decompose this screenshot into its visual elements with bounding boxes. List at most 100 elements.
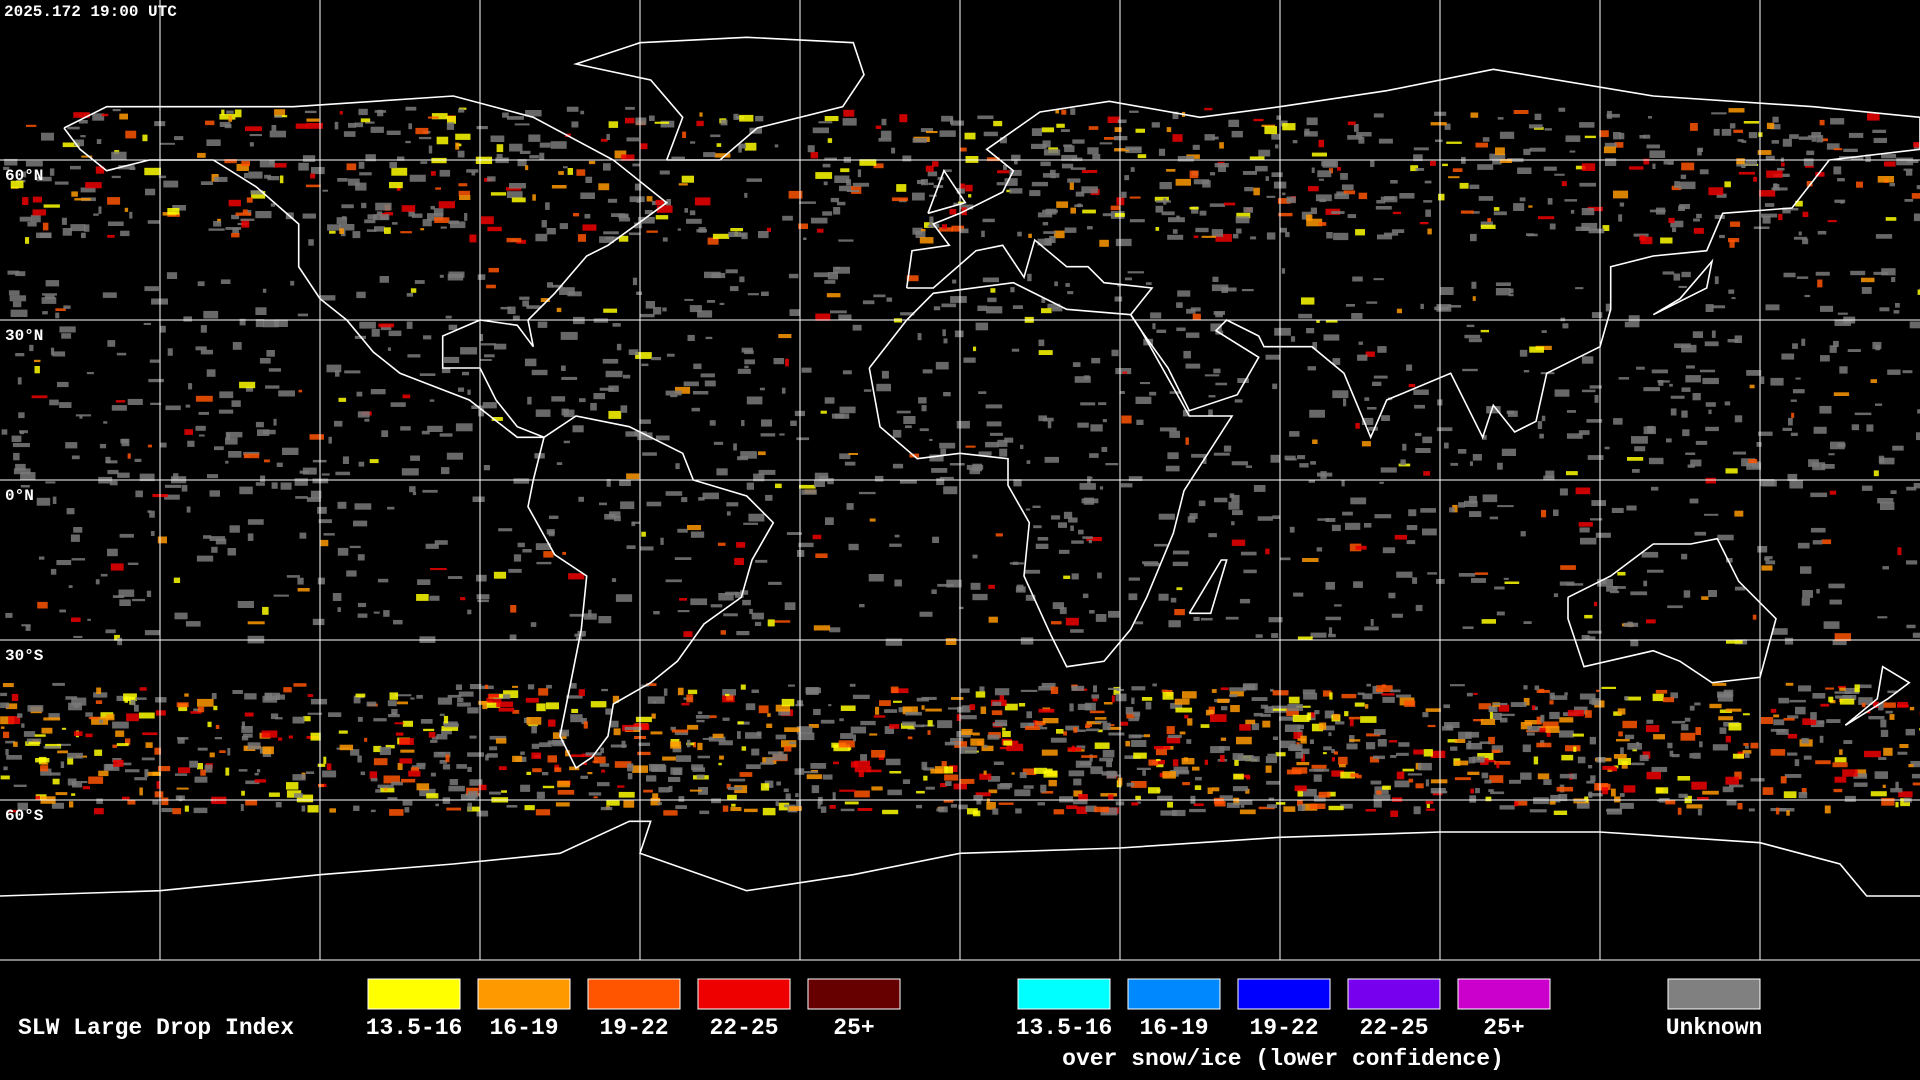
cloud-pixel [355,693,366,698]
cloud-pixel [306,497,321,502]
cloud-pixel [134,704,139,712]
cloud-pixel [851,186,862,194]
cloud-pixel [963,357,976,363]
cloud-pixel [1623,785,1636,793]
cloud-pixel [410,455,420,461]
cloud-pixel [1157,795,1173,800]
cloud-pixel [1221,706,1228,711]
cloud-pixel [722,717,730,721]
cloud-pixel [797,550,805,557]
cloud-pixel [1469,461,1473,466]
cloud-pixel [1452,168,1463,172]
cloud-pixel [71,793,76,796]
cloud-pixel [691,764,704,770]
cloud-pixel [139,473,155,482]
cloud-pixel [1331,211,1345,214]
cloud-pixel [478,784,487,791]
cloud-pixel [262,606,269,615]
cloud-pixel [638,216,655,224]
cloud-pixel [1232,510,1243,516]
cloud-pixel [1727,339,1739,343]
cloud-pixel [839,406,856,414]
cloud-pixel [873,294,886,298]
cloud-pixel [1501,448,1516,456]
cloud-pixel [1190,307,1201,312]
cloud-pixel [1251,697,1268,701]
cloud-pixel [1168,620,1181,628]
cloud-pixel [1415,448,1431,453]
cloud-pixel [354,503,372,510]
cloud-pixel [52,778,60,785]
cloud-pixel [583,721,588,729]
cloud-pixel [658,787,670,793]
cloud-pixel [636,291,643,295]
cloud-pixel [871,750,886,758]
cloud-pixel [444,723,459,728]
cloud-pixel [993,120,1003,127]
cloud-pixel [1131,686,1146,691]
cloud-pixel [393,619,403,625]
cloud-pixel [20,472,36,480]
cloud-pixel [237,601,254,608]
cloud-pixel [512,755,523,762]
cloud-pixel [1242,171,1257,175]
cloud-pixel [1867,711,1871,714]
cloud-pixel [197,152,206,158]
cloud-pixel [278,737,283,741]
cloud-pixel [1804,294,1811,298]
cloud-pixel [925,786,935,790]
cloud-pixel [697,742,703,751]
cloud-pixel [1523,370,1530,373]
cloud-pixel [1601,787,1609,795]
cloud-pixel [255,307,267,315]
cloud-pixel [1307,366,1316,371]
cloud-pixel [651,713,656,719]
cloud-pixel [1627,743,1642,750]
cloud-pixel [96,798,103,804]
cloud-pixel [1193,179,1209,185]
cloud-pixel [402,720,413,727]
cloud-pixel [458,387,465,392]
cloud-pixel [1365,351,1375,357]
cloud-pixel [889,543,902,547]
cloud-pixel [659,170,670,175]
cloud-pixel [1128,577,1140,581]
cloud-pixel [1899,744,1909,748]
cloud-pixel [1394,534,1407,540]
cloud-pixel [1131,697,1135,705]
cloud-pixel [746,178,762,182]
cloud-pixel [1787,473,1798,481]
cloud-pixel [1447,739,1458,743]
cloud-pixel [1185,363,1201,369]
cloud-pixel [693,391,709,395]
legend-swatch [1667,978,1761,1010]
cloud-pixel [1063,511,1073,519]
cloud-pixel [873,163,884,169]
cloud-pixel [1760,376,1765,384]
cloud-pixel [1848,132,1864,138]
cloud-pixel [1249,156,1265,160]
cloud-pixel [200,325,207,333]
cloud-pixel [551,396,566,402]
cloud-pixel [1581,163,1596,171]
cloud-pixel [1213,368,1221,374]
cloud-pixel [49,168,55,176]
cloud-pixel [1189,513,1198,519]
cloud-pixel [606,133,610,140]
cloud-pixel [1232,233,1239,239]
cloud-pixel [1125,706,1134,715]
cloud-pixel [756,731,762,737]
cloud-pixel [164,494,180,500]
cloud-pixel [924,222,934,228]
cloud-pixel [317,506,327,514]
cloud-pixel [860,720,876,726]
cloud-pixel [1239,809,1256,815]
cloud-pixel [1320,471,1327,479]
cloud-pixel [373,745,382,753]
cloud-pixel [1375,206,1392,210]
cloud-pixel [476,574,487,582]
cloud-pixel [961,705,971,713]
cloud-pixel [563,409,575,418]
cloud-pixel [1145,701,1152,710]
cloud-pixel [498,528,513,532]
